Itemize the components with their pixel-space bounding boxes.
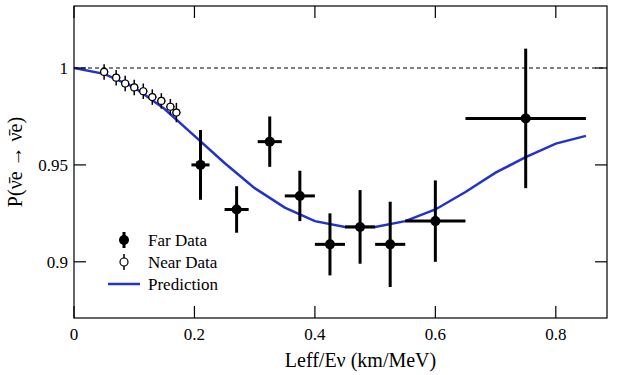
data-point — [140, 88, 147, 95]
y-tick — [74, 261, 86, 262]
x-tick-top — [314, 6, 315, 18]
data-point — [325, 239, 335, 249]
x-tick-top — [73, 6, 74, 18]
data-point — [232, 204, 242, 214]
legend-label: Far Data — [148, 231, 207, 250]
y-tick-label: 0.9 — [47, 253, 68, 272]
legend: Far Data Near Data Prediction — [108, 231, 218, 294]
x-tick-label: 0.6 — [425, 325, 446, 344]
data-point — [149, 94, 156, 101]
legend-label: Prediction — [148, 275, 218, 294]
plot-frame — [74, 6, 607, 318]
y-tick-label: 0.95 — [38, 156, 68, 175]
data-point — [173, 109, 180, 116]
data-point — [521, 113, 531, 123]
chart: 0 0.2 0.4 0.6 0.8 0.9 0.95 1 Leff/Eν (km/MeV) P(ν… — [0, 0, 620, 375]
data-point — [131, 84, 138, 91]
x-tick-label: 0.2 — [184, 325, 205, 344]
data-point — [158, 97, 165, 104]
prediction-line — [74, 68, 586, 227]
y-tick-label: 1 — [60, 59, 69, 78]
y-tick-right — [595, 261, 607, 262]
x-tick-label: 0.4 — [304, 325, 326, 344]
y-tick-right — [595, 164, 607, 165]
x-tick-top — [194, 6, 195, 18]
x-tick — [73, 306, 74, 318]
legend-line — [108, 283, 140, 286]
legend-label: Near Data — [148, 253, 218, 272]
x-tick — [314, 306, 315, 318]
legend-marker — [120, 258, 128, 266]
data-point — [265, 137, 275, 147]
y-tick — [74, 67, 86, 68]
x-tick — [435, 306, 436, 318]
x-tick — [194, 306, 195, 318]
data-point — [295, 191, 305, 201]
data-point — [113, 74, 120, 81]
data-point — [385, 239, 395, 249]
y-axis-label: P(ν̄e → ν̄e) — [4, 117, 27, 207]
x-tick-top — [435, 6, 436, 18]
x-axis-label: Leff/Eν (km/MeV) — [285, 349, 436, 372]
data-point — [101, 68, 108, 75]
data-point — [430, 216, 440, 226]
x-tick-top — [555, 6, 556, 18]
data-point — [195, 160, 205, 170]
x-tick-label: 0.8 — [545, 325, 566, 344]
y-tick — [74, 164, 86, 165]
plot-area — [74, 49, 607, 287]
y-tick-right — [595, 67, 607, 68]
x-tick-label: 0 — [70, 325, 79, 344]
data-point — [167, 103, 174, 110]
x-tick — [555, 306, 556, 318]
data-point — [355, 222, 365, 232]
data-point — [122, 80, 129, 87]
legend-marker — [119, 235, 129, 245]
